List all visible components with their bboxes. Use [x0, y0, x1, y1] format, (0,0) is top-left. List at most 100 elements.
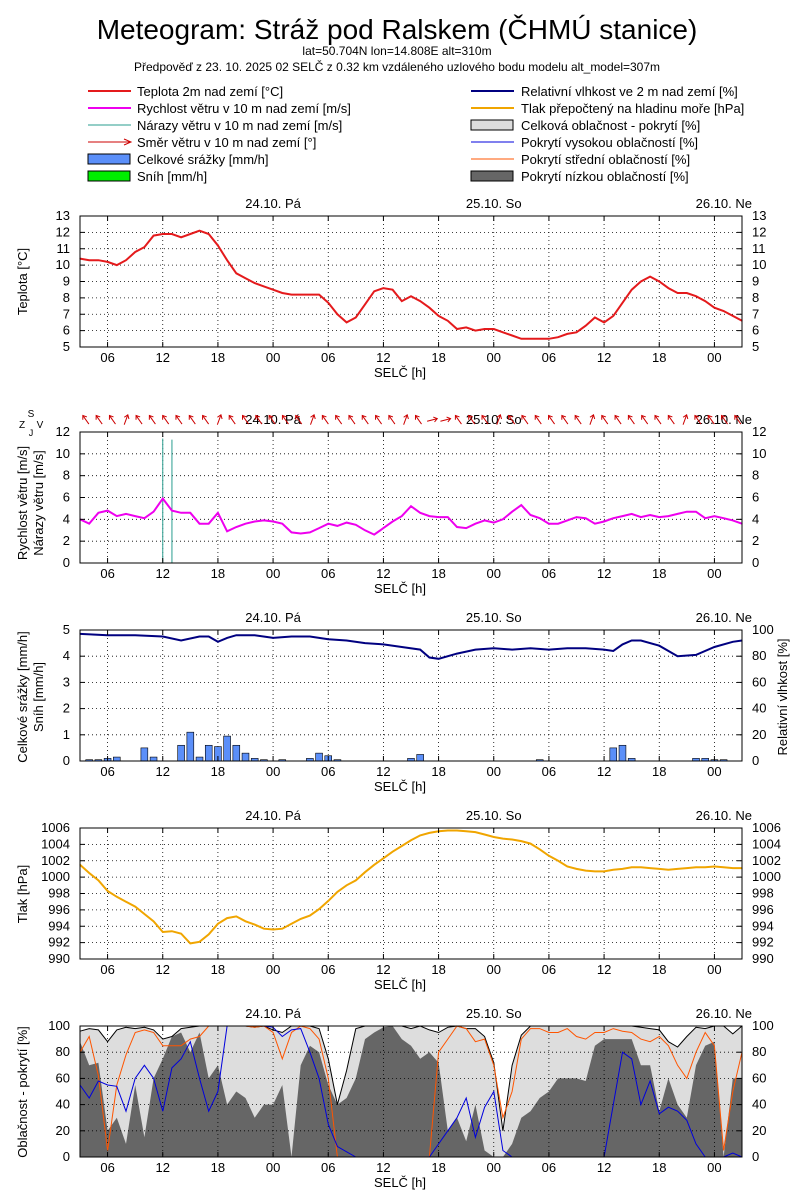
y-tick-label: 40	[56, 1097, 70, 1112]
wind-arrow-head	[734, 414, 740, 420]
y-tick-label: 8	[752, 290, 759, 305]
pressure-point	[539, 848, 541, 850]
pressure-point	[603, 870, 605, 872]
precipitation-bar	[232, 744, 241, 762]
pressure-point	[382, 857, 385, 859]
x-tick-label: 00	[707, 764, 721, 779]
precipitation-bar	[223, 735, 231, 762]
pressure-point	[235, 915, 237, 918]
x-tick-label: 00	[487, 566, 501, 581]
wind-direction-arrow	[388, 414, 396, 425]
wind-arrow-shaft	[694, 415, 702, 425]
wind-speed-point	[364, 529, 366, 531]
pressure-point	[447, 829, 449, 832]
wind-arrow-shaft	[162, 415, 170, 425]
wind-y-label: Rychlost větru [m/s]	[15, 446, 30, 560]
temperature-point	[511, 334, 513, 337]
wind-arrow-shaft	[440, 418, 451, 422]
x-tick-label: 06	[542, 1160, 556, 1175]
temperature-point	[198, 230, 201, 232]
legend-item-right-5: Pokrytí nízkou oblačností [%]	[470, 169, 689, 184]
y-tick-label: 9	[63, 274, 70, 289]
temperature-point	[658, 280, 660, 283]
temperature-point	[529, 338, 532, 340]
wind-direction-arrow	[601, 414, 609, 425]
wind-direction-arrow	[468, 414, 476, 425]
wind-arrow-shaft	[589, 415, 594, 425]
y-tick-label: 40	[752, 701, 766, 716]
pressure-point	[373, 864, 375, 866]
wind-speed-point	[401, 515, 403, 517]
wind-speed-point	[658, 516, 660, 518]
wind-speed-point	[539, 517, 541, 519]
day-label: 26.10. Ne	[696, 610, 752, 625]
wind-direction-arrow	[123, 414, 130, 425]
y-tick-label: 60	[56, 1070, 70, 1085]
x-tick-label: 00	[707, 1160, 721, 1175]
humidity-point	[226, 637, 228, 639]
x-tick-label: 00	[487, 1160, 501, 1175]
x-tick-label: 00	[487, 350, 501, 365]
wind-direction-arrow	[521, 414, 529, 425]
y-tick-label: 5	[63, 622, 70, 637]
x-tick-label: 18	[652, 1160, 666, 1175]
x-tick-label: 18	[652, 566, 666, 581]
humidity-point	[272, 637, 274, 639]
legend-item-left-4: Celkové srážky [mm/h]	[87, 152, 268, 167]
temperature-point	[695, 295, 697, 297]
x-tick-label: 18	[431, 566, 445, 581]
wind-direction-arrow	[321, 414, 329, 425]
wind-arrow-shaft	[123, 415, 129, 425]
y-tick-label: 996	[752, 902, 774, 917]
x-tick-label: 06	[321, 566, 335, 581]
wind-arrow-head	[295, 414, 300, 420]
wind-direction-arrow	[95, 414, 103, 425]
temperature-point	[502, 331, 504, 333]
wind-arrow-shaft	[282, 415, 289, 425]
x-tick-label: 06	[100, 566, 114, 581]
y-tick-label: 6	[752, 490, 759, 505]
wind-speed-point	[447, 516, 449, 518]
y-tick-label: 60	[752, 674, 766, 689]
pressure-point	[704, 866, 706, 868]
humidity-point	[585, 647, 587, 649]
pressure-point	[198, 941, 201, 943]
wind-speed-point	[493, 522, 495, 524]
humidity-point	[235, 634, 237, 636]
pressure-point	[281, 928, 283, 930]
x-tick-label: 06	[321, 1160, 335, 1175]
wind-arrow-shaft	[427, 418, 437, 422]
pressure-point	[116, 896, 118, 898]
wind-speed-point	[419, 512, 421, 514]
wind-direction-arrow	[627, 414, 635, 425]
temperature-point	[346, 321, 348, 324]
y-tick-label: 0	[63, 555, 70, 570]
legend-label: Pokrytí vysokou oblačností [%]	[521, 135, 698, 150]
precipitation-bar	[204, 744, 213, 762]
wind-arrow-head	[707, 414, 713, 420]
wind-arrow-shaft	[295, 415, 303, 425]
wind-arrow-shaft	[82, 415, 90, 425]
wind-arrow-shaft	[561, 415, 569, 425]
wind-speed-point	[125, 513, 127, 515]
pressure-point	[428, 832, 430, 834]
wind-speed-point	[548, 523, 550, 525]
wind-arrow-shaft	[348, 415, 356, 425]
wind-speed-point	[695, 511, 697, 513]
wind-speed-point	[392, 520, 394, 523]
x-tick-label: 06	[100, 764, 114, 779]
wind-speed-point	[382, 527, 385, 529]
x-tick-label: 06	[321, 350, 335, 365]
x-tick-label: 00	[487, 962, 501, 977]
wind-speed-point	[667, 515, 670, 517]
humidity-point	[713, 646, 716, 648]
wind-arrow-shaft	[708, 415, 715, 425]
wind-direction-arrow	[175, 414, 183, 425]
legend-item-right-4: Pokrytí střední oblačností [%]	[471, 152, 690, 167]
day-label: 24.10. Pá	[245, 610, 301, 625]
legend-item-left-3: Směr větru v 10 m nad zemí [°]	[88, 135, 316, 150]
wind-arrow-shaft	[455, 415, 462, 425]
wind-speed-point	[603, 520, 605, 523]
